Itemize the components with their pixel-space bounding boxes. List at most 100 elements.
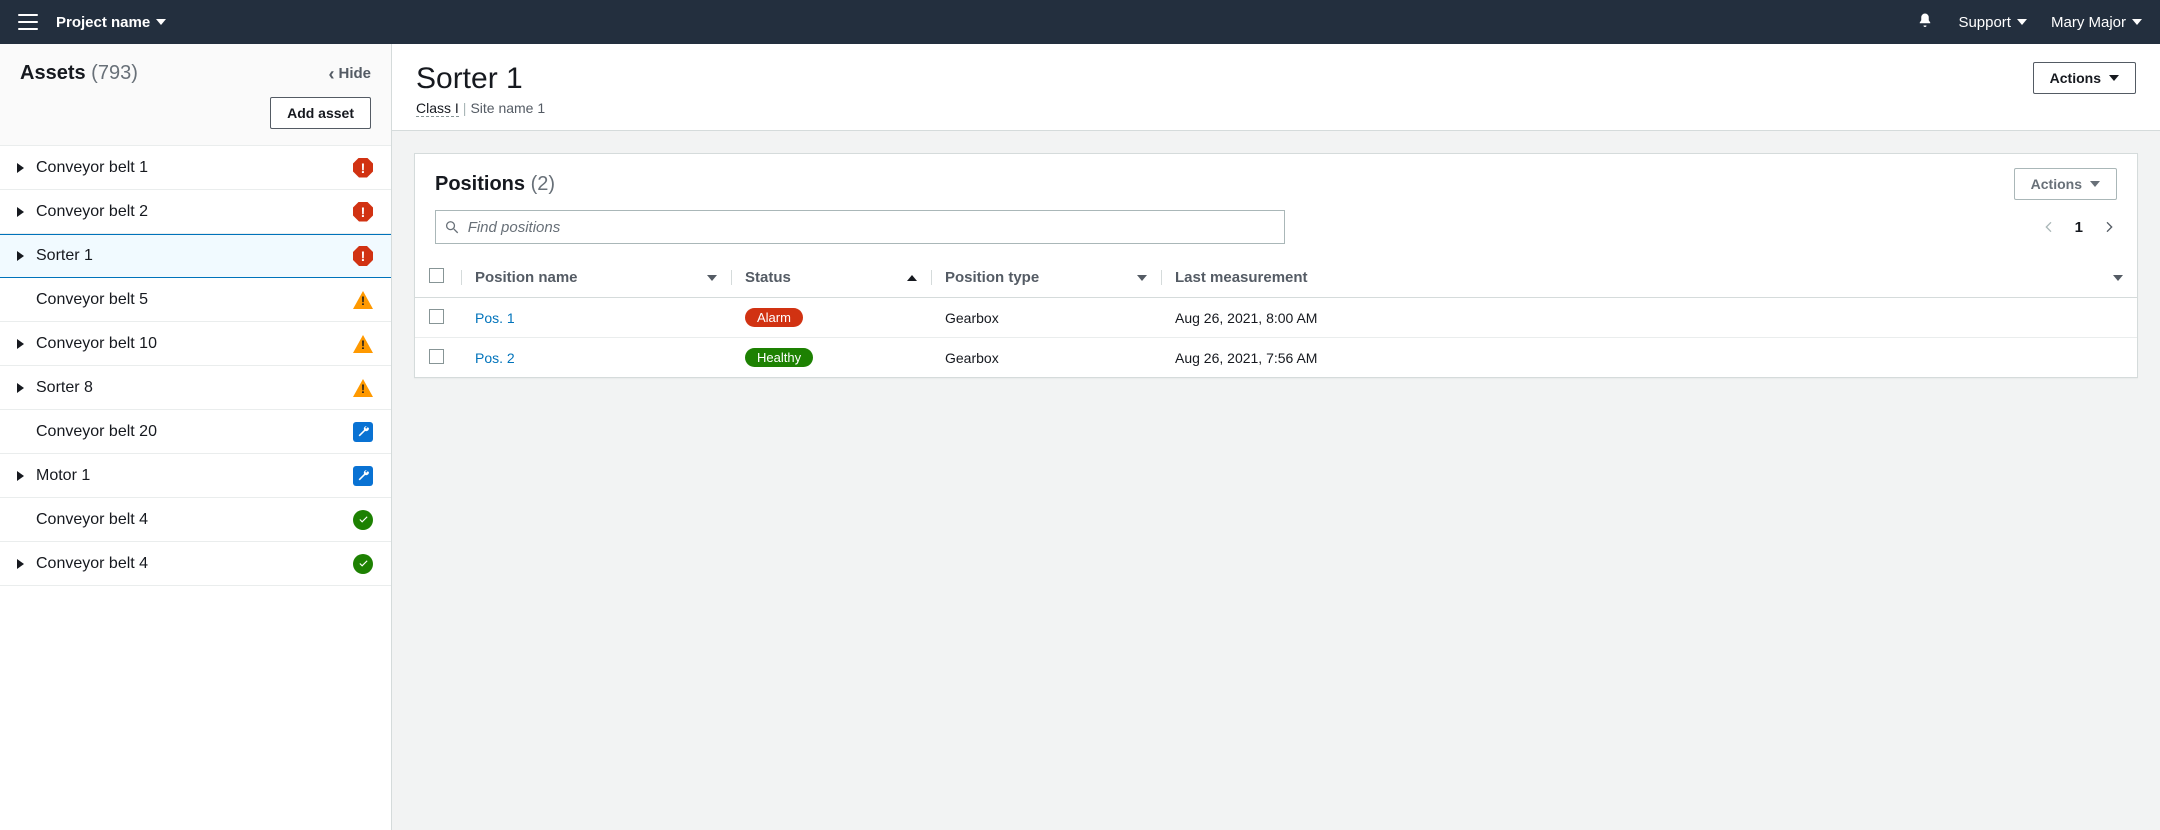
alarm-icon: ! xyxy=(353,158,373,178)
asset-status xyxy=(353,422,373,442)
chevron-right-icon xyxy=(17,251,24,261)
asset-name: Sorter 8 xyxy=(36,379,93,397)
positions-panel: Positions (2) Actions xyxy=(414,153,2138,378)
asset-item[interactable]: Conveyor belt 20 xyxy=(0,410,391,454)
alarm-icon: ! xyxy=(353,246,373,266)
positions-count: (2) xyxy=(531,173,555,195)
asset-name: Sorter 1 xyxy=(36,247,93,265)
actions-button[interactable]: Actions xyxy=(2033,62,2136,94)
asset-item[interactable]: Conveyor belt 10 xyxy=(0,322,391,366)
expand-toggle[interactable] xyxy=(12,339,28,349)
hide-label: Hide xyxy=(338,65,371,82)
expand-toggle[interactable] xyxy=(12,251,28,261)
assets-title-label: Assets xyxy=(20,62,86,84)
chevron-right-icon xyxy=(17,207,24,217)
last-measurement: Aug 26, 2021, 8:00 AM xyxy=(1175,310,1317,326)
row-checkbox[interactable] xyxy=(429,309,444,324)
asset-name: Conveyor belt 20 xyxy=(36,423,157,441)
main: Sorter 1 Class I|Site name 1 Actions Pos… xyxy=(392,44,2160,830)
caret-down-icon xyxy=(156,19,166,25)
chevron-right-icon xyxy=(17,339,24,349)
asset-item[interactable]: Conveyor belt 4 xyxy=(0,542,391,586)
pager-next[interactable] xyxy=(2101,219,2117,235)
asset-status xyxy=(353,466,373,486)
caret-down-icon xyxy=(2109,75,2119,81)
support-label: Support xyxy=(1958,14,2011,31)
hamburger-icon[interactable] xyxy=(18,14,38,30)
warning-icon xyxy=(353,379,373,397)
status-badge: Healthy xyxy=(745,348,813,367)
expand-toggle[interactable] xyxy=(12,207,28,217)
asset-status xyxy=(353,554,373,574)
warning-icon xyxy=(353,291,373,309)
position-type: Gearbox xyxy=(945,350,999,366)
chevron-right-icon xyxy=(17,559,24,569)
chevron-left-icon: ‹ xyxy=(328,65,334,83)
asset-status xyxy=(353,335,373,353)
check-icon xyxy=(353,554,373,574)
table-row: Pos. 1 Alarm Gearbox Aug 26, 2021, 8:00 AM xyxy=(415,298,2137,338)
pager-prev[interactable] xyxy=(2041,219,2057,235)
check-icon xyxy=(353,510,373,530)
select-all-checkbox[interactable] xyxy=(429,268,444,283)
asset-item[interactable]: Sorter 1! xyxy=(0,234,391,278)
page-title: Sorter 1 xyxy=(416,62,545,96)
position-type: Gearbox xyxy=(945,310,999,326)
add-asset-button[interactable]: Add asset xyxy=(270,97,371,129)
sort-icon xyxy=(707,275,717,281)
alarm-icon: ! xyxy=(353,202,373,222)
topnav: Project name Support Mary Major xyxy=(0,0,2160,44)
class-label[interactable]: Class I xyxy=(416,100,459,117)
asset-status xyxy=(353,379,373,397)
actions-label: Actions xyxy=(2050,70,2101,86)
asset-name: Motor 1 xyxy=(36,467,90,485)
wrench-icon xyxy=(353,422,373,442)
table-row: Pos. 2HealthyGearboxAug 26, 2021, 7:56 A… xyxy=(415,338,2137,378)
asset-item[interactable]: Motor 1 xyxy=(0,454,391,498)
sort-icon xyxy=(2113,275,2123,281)
page-subtitle: Class I|Site name 1 xyxy=(416,100,545,116)
hide-sidebar-button[interactable]: ‹ Hide xyxy=(328,65,371,83)
asset-name: Conveyor belt 4 xyxy=(36,511,148,529)
search-wrap xyxy=(435,210,1285,244)
caret-down-icon xyxy=(2017,19,2027,25)
expand-toggle[interactable] xyxy=(12,471,28,481)
chevron-right-icon xyxy=(17,383,24,393)
project-selector[interactable]: Project name xyxy=(56,14,166,31)
col-position-type[interactable]: Position type xyxy=(931,258,1161,298)
expand-toggle[interactable] xyxy=(12,383,28,393)
asset-item[interactable]: Conveyor belt 4 xyxy=(0,498,391,542)
position-link[interactable]: Pos. 2 xyxy=(475,350,515,366)
support-menu[interactable]: Support xyxy=(1958,14,2027,31)
asset-status: ! xyxy=(353,202,373,222)
asset-name: Conveyor belt 1 xyxy=(36,159,148,177)
expand-toggle[interactable] xyxy=(12,163,28,173)
expand-toggle[interactable] xyxy=(12,559,28,569)
asset-item[interactable]: Sorter 8 xyxy=(0,366,391,410)
assets-title: Assets (793) xyxy=(20,62,138,85)
caret-down-icon xyxy=(2090,181,2100,187)
col-status[interactable]: Status xyxy=(731,258,931,298)
asset-item[interactable]: Conveyor belt 5 xyxy=(0,278,391,322)
asset-item[interactable]: Conveyor belt 2! xyxy=(0,190,391,234)
col-position-name[interactable]: Position name xyxy=(461,258,731,298)
asset-name: Conveyor belt 4 xyxy=(36,555,148,573)
positions-actions-button[interactable]: Actions xyxy=(2014,168,2117,200)
asset-status: ! xyxy=(353,158,373,178)
chevron-right-icon xyxy=(17,471,24,481)
wrench-icon xyxy=(353,466,373,486)
user-name-label: Mary Major xyxy=(2051,14,2126,31)
position-link[interactable]: Pos. 1 xyxy=(475,310,515,326)
search-input[interactable] xyxy=(460,211,1276,243)
row-checkbox[interactable] xyxy=(429,349,444,364)
col-last-measurement[interactable]: Last measurement xyxy=(1161,258,2137,298)
asset-item[interactable]: Conveyor belt 1! xyxy=(0,146,391,190)
asset-name: Conveyor belt 2 xyxy=(36,203,148,221)
chevron-right-icon xyxy=(17,163,24,173)
pager-page: 1 xyxy=(2075,219,2083,236)
status-badge: Alarm xyxy=(745,308,803,327)
user-menu[interactable]: Mary Major xyxy=(2051,14,2142,31)
assets-count: (793) xyxy=(91,62,138,84)
notifications-icon[interactable] xyxy=(1916,12,1934,33)
add-asset-label: Add asset xyxy=(287,105,354,121)
